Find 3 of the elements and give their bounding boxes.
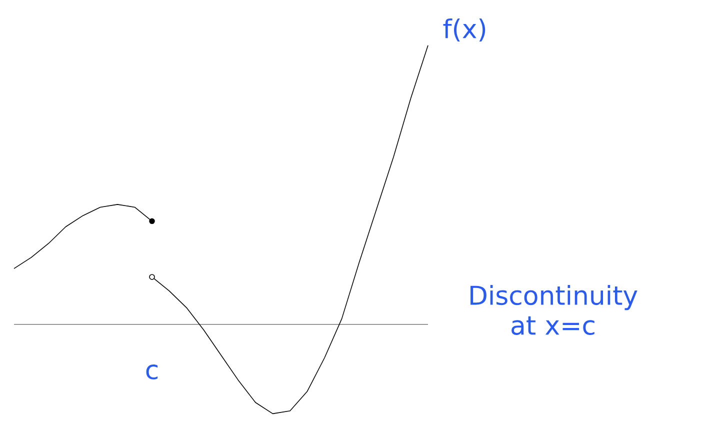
text: Discontinuity at x=c [470, 285, 638, 335]
annotation: c [146, 364, 158, 380]
text: f(x) [443, 18, 486, 42]
